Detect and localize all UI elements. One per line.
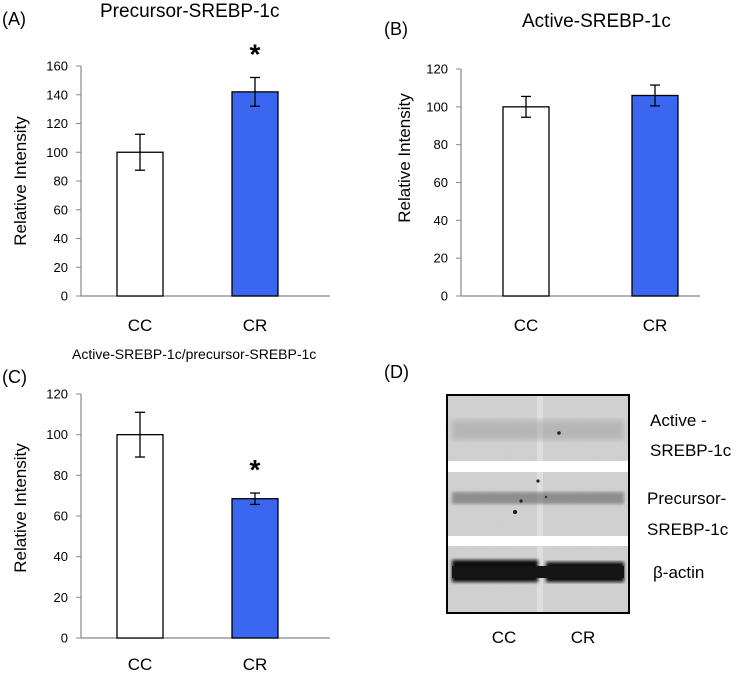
band-label-precursor-line1: Precursor- xyxy=(647,489,726,508)
panel-letter-c: (C) xyxy=(2,367,27,387)
y-tick-label: 40 xyxy=(54,231,68,246)
x-category-label-cc: CC xyxy=(128,655,153,674)
band-label-precursor-line2: SREBP-1c xyxy=(647,520,729,539)
y-tick-label: 0 xyxy=(61,289,68,304)
error-bar-cr xyxy=(650,84,660,107)
error-bar-cc xyxy=(135,411,145,458)
y-tick-label: 40 xyxy=(54,549,68,564)
x-category-label-cc: CC xyxy=(128,316,153,335)
x-category-label-cr: CR xyxy=(243,316,268,335)
band-label-precursor: Precursor- SREBP-1c xyxy=(647,489,729,539)
y-tick-label: 120 xyxy=(426,62,448,77)
y-axis-label: Relative Intensity xyxy=(11,443,30,573)
bar-cc xyxy=(116,151,164,297)
y-tick-label: 0 xyxy=(61,631,68,646)
panel-letter-b: (B) xyxy=(384,19,408,39)
y-tick-label: 120 xyxy=(46,387,68,402)
y-tick-label: 80 xyxy=(54,468,68,483)
y-tick-label: 0 xyxy=(441,289,448,304)
bar-cr xyxy=(231,91,279,297)
significance-marker: * xyxy=(250,454,261,485)
bar-cr xyxy=(231,498,279,639)
panel-letter-a: (A) xyxy=(2,9,26,29)
y-tick-label: 20 xyxy=(54,260,68,275)
y-tick-label: 120 xyxy=(46,116,68,131)
y-axis-label: Relative Intensity xyxy=(395,93,414,223)
y-tick-label: 40 xyxy=(434,213,448,228)
panel-c-chart: (C) Active-SREBP-1c/precursor-SREBP-1c 0 20… xyxy=(2,346,330,674)
error-bar-cr xyxy=(250,492,260,506)
y-tick-label: 80 xyxy=(54,174,68,189)
band-label-active: Active - SREBP-1c xyxy=(650,411,732,460)
band-label-active-line1: Active - xyxy=(650,411,707,430)
y-tick-label: 60 xyxy=(434,175,448,190)
panel-a-chart: (A) Precursor-SREBP-1c 0 20 40 60 80 100 120 140 1… xyxy=(2,1,330,335)
band-label-active-line2: SREBP-1c xyxy=(650,441,732,460)
y-tick-label: 60 xyxy=(54,509,68,524)
error-bar-cr xyxy=(250,76,260,107)
y-tick-label: 160 xyxy=(46,59,68,74)
y-axis-label: Relative Intensity xyxy=(11,116,30,246)
y-tick-label: 20 xyxy=(54,590,68,605)
error-bar-cc xyxy=(521,95,531,118)
blot-image xyxy=(446,394,630,614)
panel-d-western-blot: (D) Active - SREBP-1c xyxy=(384,362,732,647)
x-category-label-cr: CR xyxy=(643,316,668,335)
panel-letter-d: (D) xyxy=(384,362,409,382)
chart-title: Active-SREBP-1c xyxy=(522,11,671,32)
x-category-label-cc: CC xyxy=(514,316,539,335)
significance-marker: * xyxy=(250,39,261,70)
y-tick-label: 100 xyxy=(46,145,68,160)
y-tick-label: 80 xyxy=(434,137,448,152)
error-bar-cc xyxy=(135,133,145,171)
y-tick-label: 20 xyxy=(434,251,448,266)
y-tick-label: 140 xyxy=(46,87,68,102)
chart-title: Active-SREBP-1c/precursor-SREBP-1c xyxy=(72,346,316,362)
chart-title: Precursor-SREBP-1c xyxy=(100,1,280,22)
y-tick-label: 100 xyxy=(426,99,448,114)
panel-b-chart: (B) Active-SREBP-1c 0 20 40 60 80 100 120 Relativ… xyxy=(384,11,700,335)
x-category-label-cr: CR xyxy=(243,655,268,674)
bar-cc xyxy=(116,434,164,639)
lane-label-cr: CR xyxy=(571,628,596,647)
y-tick-label: 100 xyxy=(46,427,68,442)
y-tick-label: 60 xyxy=(54,202,68,217)
bar-cc xyxy=(502,106,550,297)
lane-label-cc: CC xyxy=(492,628,517,647)
band-label-beta-actin: β-actin xyxy=(653,563,704,582)
bar-cr xyxy=(631,94,679,297)
